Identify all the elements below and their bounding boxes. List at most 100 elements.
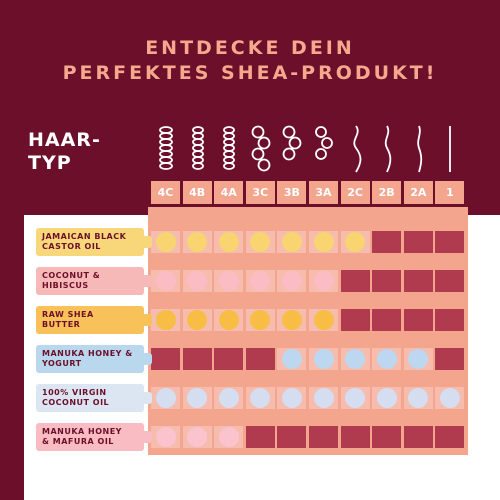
suitability-cell bbox=[435, 270, 465, 292]
suitability-dot bbox=[313, 310, 334, 330]
column-header-4a: 4A bbox=[214, 181, 244, 204]
suitability-dot bbox=[408, 349, 429, 369]
suitability-dot bbox=[313, 349, 334, 369]
product-label: MANUKA HONEY & MAFURA OIL bbox=[36, 423, 152, 451]
suitability-cell bbox=[340, 309, 370, 331]
product-label-line-2: HIBISCUS bbox=[42, 281, 89, 290]
suitability-dot bbox=[187, 310, 208, 330]
product-row bbox=[148, 385, 468, 411]
product-row bbox=[148, 424, 468, 450]
suitability-cell bbox=[245, 348, 275, 370]
suitability-dot bbox=[281, 388, 302, 408]
suitability-dot bbox=[345, 232, 366, 252]
suitability-dot bbox=[187, 232, 208, 252]
suitability-dot bbox=[218, 310, 239, 330]
column-header-3c: 3C bbox=[245, 181, 275, 204]
product-label-line-2: & MAFURA OIL bbox=[42, 437, 114, 446]
suitability-dot bbox=[376, 388, 397, 408]
suitability-dot bbox=[218, 388, 239, 408]
suitability-dot bbox=[376, 349, 397, 369]
headline-line-2: PERFEKTES SHEA-PRODUKT! bbox=[62, 62, 438, 84]
suitability-dot bbox=[313, 271, 334, 291]
suitability-cell bbox=[340, 270, 370, 292]
label-tab-icon bbox=[142, 353, 152, 365]
suitability-dot bbox=[187, 388, 208, 408]
suitability-dot bbox=[187, 271, 208, 291]
suitability-dot bbox=[218, 427, 239, 447]
suitability-dot bbox=[250, 271, 271, 291]
suitability-cell bbox=[340, 426, 370, 448]
product-row bbox=[148, 307, 468, 333]
suitability-cell bbox=[214, 348, 244, 370]
suitability-dot bbox=[218, 271, 239, 291]
suitability-cell bbox=[372, 309, 402, 331]
suitability-dot bbox=[313, 388, 334, 408]
suitability-cell bbox=[372, 270, 402, 292]
suitability-cell bbox=[151, 348, 180, 370]
suitability-dot bbox=[250, 310, 271, 330]
product-label: RAW SHEA BUTTER bbox=[36, 306, 152, 334]
product-label: 100% VIRGIN COCONUT OIL bbox=[36, 384, 152, 412]
suitability-dot bbox=[408, 388, 429, 408]
suitability-dot bbox=[281, 271, 302, 291]
product-label-line-2: CASTOR OIL bbox=[42, 242, 101, 251]
suitability-dot bbox=[439, 388, 460, 408]
column-header-2a: 2A bbox=[403, 181, 433, 204]
suitability-dot bbox=[345, 388, 366, 408]
suitability-dot bbox=[155, 310, 176, 330]
suitability-cell bbox=[309, 426, 338, 448]
column-header-2b: 2B bbox=[372, 181, 402, 204]
label-tab-icon bbox=[142, 431, 152, 443]
column-header-2c: 2C bbox=[340, 181, 370, 204]
suitability-dot bbox=[281, 349, 302, 369]
suitability-cell bbox=[435, 426, 465, 448]
suitability-dot bbox=[281, 232, 302, 252]
suitability-cell bbox=[403, 231, 433, 253]
product-row bbox=[148, 268, 468, 294]
product-row bbox=[148, 229, 468, 255]
column-header-1: 1 bbox=[435, 181, 465, 204]
label-tab-icon bbox=[142, 236, 152, 248]
product-label-line-1: COCONUT & bbox=[42, 271, 101, 280]
headline-line-1: ENTDECKE DEIN bbox=[145, 37, 355, 59]
product-label-line-1: RAW SHEA bbox=[42, 310, 94, 319]
suitability-dot bbox=[155, 271, 176, 291]
product-label-line-2: YOGURT bbox=[42, 359, 82, 368]
wavy-2b-icon bbox=[372, 124, 402, 174]
curly-3b-icon bbox=[277, 124, 307, 174]
suitability-cell bbox=[403, 270, 433, 292]
suitability-dot bbox=[155, 232, 176, 252]
label-tab-icon bbox=[142, 314, 152, 326]
suitability-cell bbox=[372, 426, 402, 448]
wavy-2a-icon bbox=[404, 124, 434, 174]
product-label-line-2: COCONUT OIL bbox=[42, 398, 110, 407]
product-label: JAMAICAN BLACK CASTOR OIL bbox=[36, 228, 152, 256]
label-tab-icon bbox=[142, 275, 152, 287]
coily-4b-icon bbox=[183, 124, 213, 174]
hair-type-label-line-1: HAAR- bbox=[28, 129, 101, 151]
suitability-dot bbox=[187, 427, 208, 447]
suitability-cell bbox=[435, 309, 465, 331]
product-label-line-1: 100% VIRGIN bbox=[42, 388, 107, 397]
coily-4c-icon bbox=[151, 124, 181, 174]
wavy-2c-icon bbox=[341, 124, 371, 174]
product-label-line-1: JAMAICAN BLACK bbox=[42, 232, 127, 241]
curl-icon-row bbox=[148, 124, 468, 174]
suitability-dot bbox=[155, 388, 176, 408]
suitability-cell bbox=[435, 348, 465, 370]
suitability-cell bbox=[245, 426, 275, 448]
product-label: MANUKA HONEY & YOGURT bbox=[36, 345, 152, 373]
hair-type-label-line-2: TYP bbox=[28, 152, 72, 174]
suitability-dot bbox=[345, 349, 366, 369]
product-label-line-1: MANUKA HONEY bbox=[42, 427, 122, 436]
suitability-cell bbox=[372, 231, 402, 253]
column-header-3a: 3A bbox=[309, 181, 338, 204]
suitability-cell bbox=[403, 309, 433, 331]
product-label: COCONUT & HIBISCUS bbox=[36, 267, 152, 295]
suitability-dot bbox=[313, 232, 334, 252]
suitability-dot bbox=[250, 388, 271, 408]
curly-3c-icon bbox=[246, 124, 276, 174]
label-tab-icon bbox=[142, 392, 152, 404]
curly-3a-icon bbox=[309, 124, 339, 174]
straight-1-icon bbox=[435, 124, 465, 174]
